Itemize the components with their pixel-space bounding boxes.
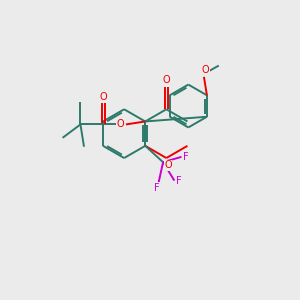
Text: O: O [202,65,209,75]
Text: O: O [163,76,170,85]
Text: F: F [183,152,189,162]
Text: F: F [154,183,160,193]
Text: O: O [100,92,107,101]
Text: O: O [117,119,124,129]
Text: O: O [164,160,172,170]
Text: F: F [176,176,182,186]
